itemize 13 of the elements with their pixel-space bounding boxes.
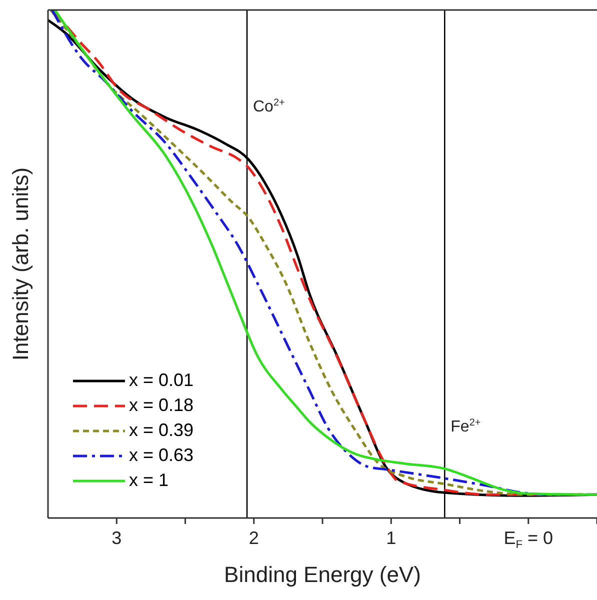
annotation: Fe$^{2+}$ [450, 418, 481, 436]
y-axis-title: Intensity (arb. units) [8, 167, 33, 361]
legend-label: x = 0.01 [129, 370, 194, 391]
x-tick-label: 1 [386, 528, 396, 548]
x-tick-label: 3 [112, 528, 122, 548]
legend-label: x = 1 [129, 470, 169, 491]
x-tick-label: E$_{F}$ = 0 [504, 528, 554, 551]
x-tick-label: 2 [248, 528, 259, 548]
legend-label: x = 0.39 [129, 420, 194, 441]
legend-label: x = 0.63 [129, 445, 194, 466]
x-axis-title: Binding Energy (eV) [224, 562, 421, 587]
annotation: Co$^{2+}$ [253, 98, 285, 116]
legend-label: x = 0.18 [129, 395, 194, 416]
